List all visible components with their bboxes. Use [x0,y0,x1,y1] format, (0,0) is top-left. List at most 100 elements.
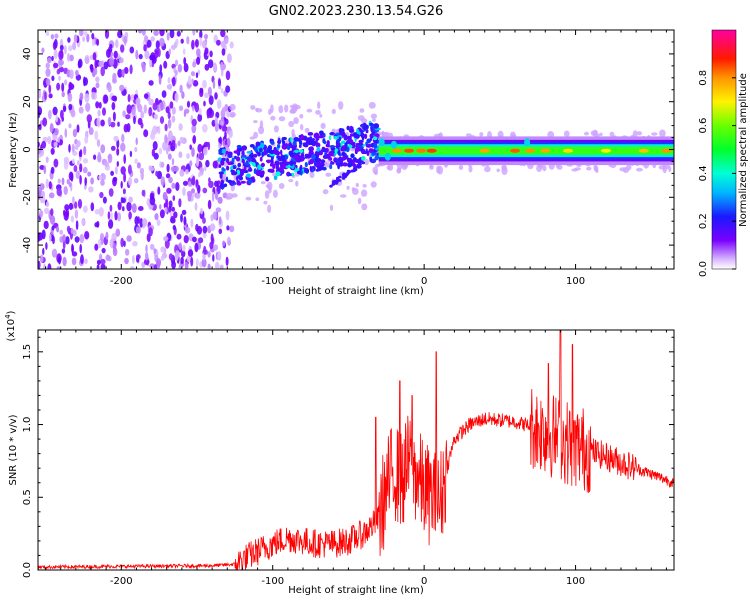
band-speckle [333,136,338,140]
noise-speckle [191,118,197,127]
snr-y-multiplier: (x104) [4,310,17,341]
halo-speckle [595,133,600,137]
band-speckle [330,161,335,165]
snr-xlabel: Height of straight line (km) [288,585,424,596]
band-speckle [259,156,263,162]
carrier-hotspot [416,148,427,153]
band-speckle [309,165,312,172]
streak-speckle [346,170,351,174]
streak-speckle [338,175,342,179]
band-speckle [307,132,314,136]
band-speckle [218,148,223,153]
band-speckle [338,156,343,163]
band-speckle [286,145,291,150]
noise-speckle [171,115,176,123]
noise-speckle [190,71,196,77]
noise-speckle [148,106,153,117]
halo-speckle [359,108,365,113]
noise-speckle [215,261,220,269]
noise-speckle [148,227,153,237]
band-speckle [270,153,276,157]
halo-speckle [599,132,603,136]
noise-speckle [57,178,61,184]
snr-frame [37,329,675,571]
band-speckle [299,169,303,176]
band-speckle [328,151,332,158]
noise-speckle [175,250,180,258]
noise-speckle [214,116,218,126]
noise-speckle [74,145,79,150]
noise-speckle [43,220,49,230]
band-speckle [277,156,284,162]
noise-speckle [69,69,74,79]
noise-speckle [134,146,138,153]
noise-speckle [64,79,68,86]
noise-speckle [202,225,208,234]
band-speckle [275,171,281,177]
halo-speckle [226,192,234,200]
noise-speckle [61,248,66,254]
halo-speckle [595,168,599,174]
snr-ticks: -200 -100 0 100 0.0 0.5 1.0 1.5 [22,330,674,587]
noise-speckle [84,31,88,37]
halo-speckle [284,104,289,113]
noise-speckle [198,237,204,244]
noise-speckle [225,210,230,221]
spectrogram-ylabel: Frequency (Hz) [8,112,19,188]
band-speckle [322,166,327,171]
noise-speckle [195,192,201,199]
noise-speckle [96,38,100,46]
band-speckle [248,158,251,163]
noise-speckle [133,115,136,125]
noise-speckle [62,105,67,112]
noise-speckle [160,161,165,168]
noise-speckle [150,36,155,42]
noise-speckle [133,178,139,184]
band-speckle [261,151,264,158]
halo-speckle [361,203,368,211]
noise-speckle [114,166,118,175]
noise-speckle [160,255,165,261]
halo-speckle [619,167,626,172]
noise-speckle [202,187,208,194]
noise-speckle [129,150,133,158]
noise-speckle [143,129,149,138]
band-speckle [371,158,376,163]
band-speckle [348,139,354,145]
noise-speckle [75,170,81,179]
band-speckle [219,173,223,179]
noise-speckle [47,263,52,269]
noise-speckle [163,60,168,69]
band-speckle [270,157,274,163]
snr-panel: -200 -100 0 100 0.0 0.5 1.0 1.5 Height of strai… [4,310,675,596]
band-speckle [283,159,287,163]
noise-speckle [52,235,55,245]
halo-speckle [218,143,222,149]
band-speckle [338,162,344,167]
band-speckle [336,142,341,146]
noise-speckle [170,166,176,172]
noise-speckle [71,143,75,153]
noise-speckle [53,158,59,168]
band-speckle [368,148,375,154]
noise-speckle [140,170,144,181]
noise-speckle [212,211,218,221]
colorbar-label: Normalized spectral amplitude [738,73,749,227]
band-speckle [342,162,348,167]
noise-speckle [166,32,170,41]
noise-speckle [87,171,92,177]
band-speckle [280,164,287,169]
noise-speckle [168,253,173,261]
noise-speckle [174,59,179,67]
noise-speckle [186,153,190,159]
noise-speckle [220,61,224,71]
band-speckle [324,152,327,156]
noise-speckle [172,224,176,231]
noise-speckle [45,156,49,163]
noise-speckle [53,248,57,257]
band-speckle [257,164,262,171]
noise-speckle [183,216,187,226]
noise-speckle [207,86,212,97]
noise-speckle [123,123,129,133]
noise-speckle [166,84,173,90]
